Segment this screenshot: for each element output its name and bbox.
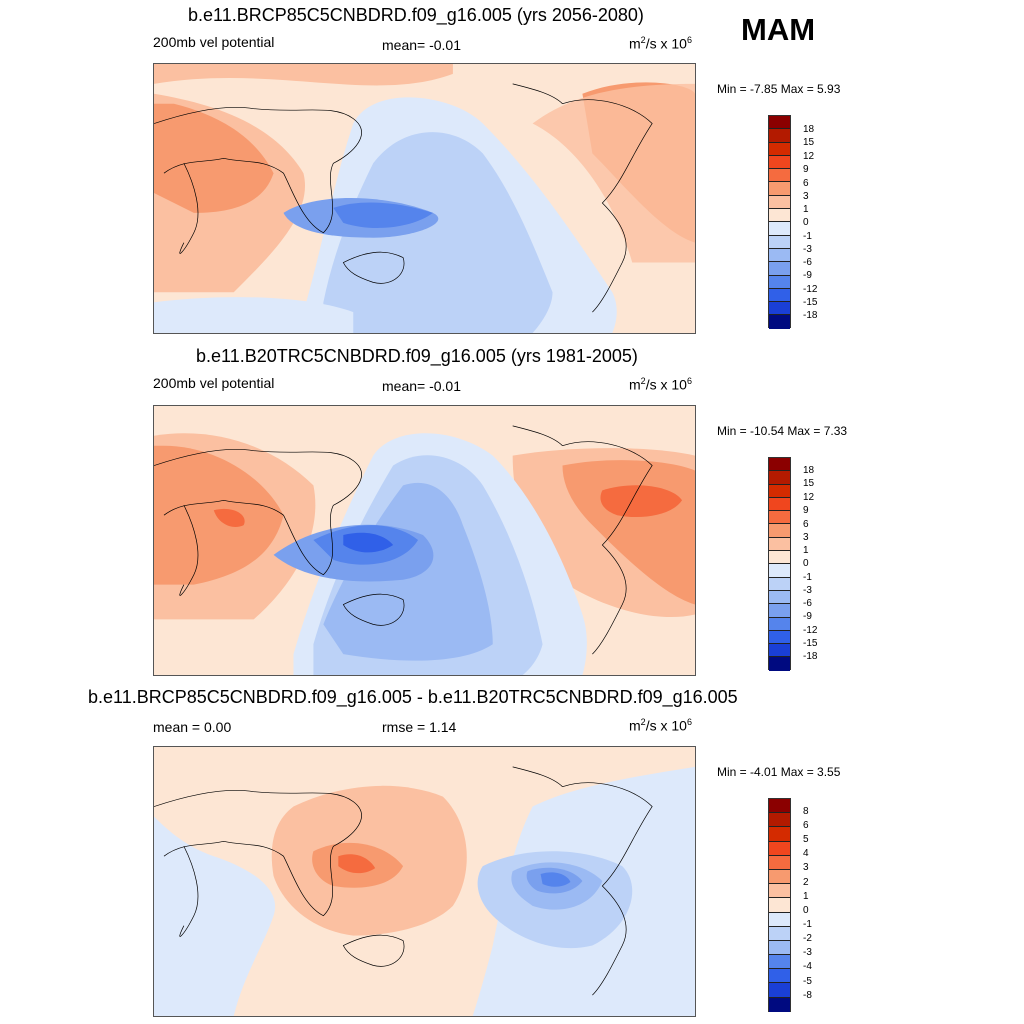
panel-2-title: b.e11.B20TRC5CNBDRD.f09_g16.005 (yrs 198… xyxy=(196,346,638,366)
cbar-2-label: 12 xyxy=(803,492,815,503)
cbar-2-label: -12 xyxy=(803,625,818,636)
cbar-1-label: 12 xyxy=(803,151,815,162)
cbar-1-label: -3 xyxy=(803,244,812,255)
panel-1-mean-label: mean= -0.01 xyxy=(382,37,461,53)
cbar-1-label: 18 xyxy=(803,124,815,135)
cbar-2-label: -18 xyxy=(803,651,818,662)
cbar-2-label: 1 xyxy=(803,545,809,556)
panel-3-title: b.e11.BRCP85C5CNBDRD.f09_g16.005 - b.e11… xyxy=(88,687,738,707)
panel-2-mean-label: mean= -0.01 xyxy=(382,378,461,394)
cbar-3-label: 5 xyxy=(803,834,809,845)
cbar-3-label: 2 xyxy=(803,877,809,888)
panel-3-units: m2/s x 106 xyxy=(629,717,692,734)
cbar-3-label: 8 xyxy=(803,806,809,817)
cbar-3-label: -2 xyxy=(803,933,812,944)
cbar-1-label: -18 xyxy=(803,310,818,321)
cbar-1-label: -9 xyxy=(803,270,812,281)
cbar-2-label: 15 xyxy=(803,478,815,489)
cbar-2-label: 3 xyxy=(803,532,809,543)
panel-1-minmax: Min = -7.85 Max = 5.93 xyxy=(717,82,841,96)
cbar-2-label: 18 xyxy=(803,465,815,476)
panel-3-colorbar xyxy=(768,798,791,1012)
season-label: MAM xyxy=(741,12,816,47)
cbar-1-label: 9 xyxy=(803,164,809,175)
panel-1-colorbar xyxy=(768,115,791,329)
cbar-2-label: -1 xyxy=(803,572,812,583)
panel-1-map xyxy=(153,63,696,334)
cbar-3-label: -5 xyxy=(803,976,812,987)
cbar-2-label: -6 xyxy=(803,598,812,609)
cbar-2-label: 0 xyxy=(803,558,809,569)
cbar-1-label: 3 xyxy=(803,191,809,202)
cbar-1-label: -6 xyxy=(803,257,812,268)
panel-2-map xyxy=(153,405,696,676)
cbar-3-label: -1 xyxy=(803,919,812,930)
panel-1-units: m2/s x 106 xyxy=(629,35,692,52)
cbar-3-label: -4 xyxy=(803,961,812,972)
panel-2-units: m2/s x 106 xyxy=(629,376,692,393)
panel-1-title: b.e11.BRCP85C5CNBDRD.f09_g16.005 (yrs 20… xyxy=(188,5,644,25)
cbar-2-label: -9 xyxy=(803,611,812,622)
cbar-2-label: 9 xyxy=(803,505,809,516)
cbar-1-label: -12 xyxy=(803,284,818,295)
cbar-3-label: 3 xyxy=(803,862,809,873)
cbar-2-label: -3 xyxy=(803,585,812,596)
cbar-3-label: 6 xyxy=(803,820,809,831)
panel-1-variable-label: 200mb vel potential xyxy=(153,34,275,50)
panel-3-map xyxy=(153,746,696,1017)
panel-2-variable-label: 200mb vel potential xyxy=(153,375,275,391)
panel-3-mean-label: mean = 0.00 xyxy=(153,719,232,735)
panel-3-rmse-label: rmse = 1.14 xyxy=(382,719,457,735)
panel-2-colorbar xyxy=(768,457,791,671)
cbar-3-label: -3 xyxy=(803,947,812,958)
cbar-3-label: 1 xyxy=(803,891,809,902)
cbar-3-label: 4 xyxy=(803,848,809,859)
cbar-3-label: -8 xyxy=(803,990,812,1001)
panel-3-minmax: Min = -4.01 Max = 3.55 xyxy=(717,765,841,779)
cbar-1-label: 1 xyxy=(803,204,809,215)
cbar-1-label: 0 xyxy=(803,217,809,228)
cbar-2-label: 6 xyxy=(803,519,809,530)
cbar-1-label: -15 xyxy=(803,297,818,308)
cbar-3-label: 0 xyxy=(803,905,809,916)
panel-2-minmax: Min = -10.54 Max = 7.33 xyxy=(717,424,848,438)
cbar-1-label: -1 xyxy=(803,231,812,242)
cbar-1-label: 15 xyxy=(803,137,815,148)
cbar-2-label: -15 xyxy=(803,638,818,649)
cbar-1-label: 6 xyxy=(803,178,809,189)
